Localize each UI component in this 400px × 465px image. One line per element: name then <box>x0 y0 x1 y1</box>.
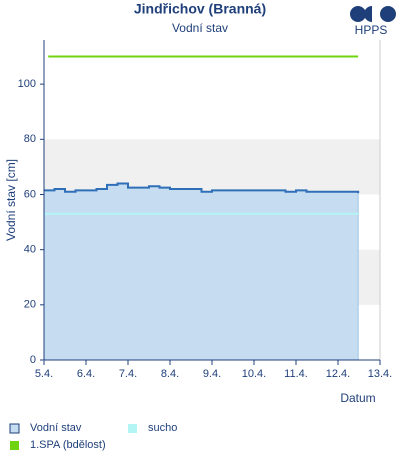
x-tick-label: 12.4. <box>326 368 350 380</box>
y-tick-label: 60 <box>24 188 36 200</box>
x-tick-label: 9.4. <box>203 368 221 380</box>
x-tick-label: 6.4. <box>77 368 95 380</box>
logo: HPPS <box>350 6 396 37</box>
legend-label: 1.SPA (bdělost) <box>30 439 106 451</box>
x-tick-label: 8.4. <box>161 368 179 380</box>
y-tick-label: 20 <box>24 299 36 311</box>
x-tick-label: 13.4. <box>368 368 392 380</box>
legend-label: Vodní stav <box>30 422 82 434</box>
y-tick-label: 0 <box>30 354 36 366</box>
legend-label: sucho <box>148 422 177 434</box>
legend-swatch <box>10 441 19 450</box>
y-axis-label: Vodní stav [cm] <box>4 159 18 241</box>
x-tick-label: 5.4. <box>35 368 53 380</box>
y-tick-label: 80 <box>24 133 36 145</box>
legend-swatch <box>9 423 20 434</box>
grid-band <box>44 139 380 195</box>
x-tick-label: 10.4. <box>242 368 266 380</box>
x-tick-label: 11.4. <box>284 368 308 380</box>
chart-title: Jindřichov (Branná) <box>134 1 266 17</box>
y-tick-label: 40 <box>24 244 36 256</box>
logo-text: HPPS <box>355 23 388 37</box>
legend-swatch <box>128 424 137 433</box>
x-axis-label: Datum <box>340 391 375 405</box>
x-tick-label: 7.4. <box>119 368 137 380</box>
line <box>44 182 360 194</box>
chart-subtitle: Vodní stav <box>172 21 228 35</box>
y-tick-label: 100 <box>18 78 36 90</box>
area <box>43 182 359 361</box>
